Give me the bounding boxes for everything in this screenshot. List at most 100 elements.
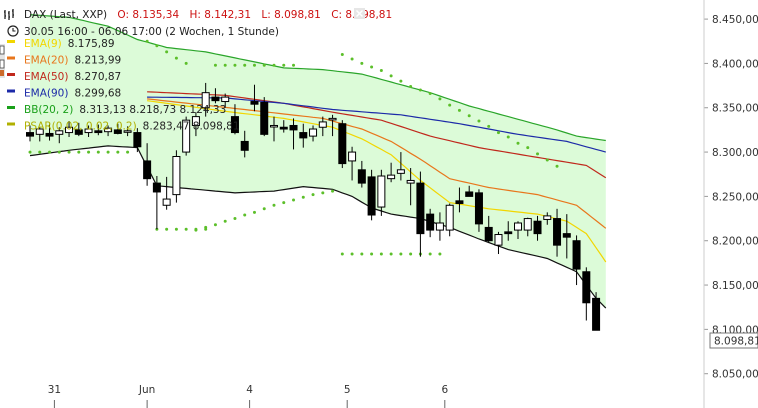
candle-body <box>211 96 220 102</box>
psar-dot <box>301 195 305 199</box>
candle <box>533 215 542 241</box>
candle-body <box>74 129 83 135</box>
candle <box>123 126 132 137</box>
candle <box>309 125 318 142</box>
candle-body <box>426 213 435 231</box>
psar-dot <box>272 203 276 207</box>
candle-body <box>84 128 93 134</box>
x-tick-label: 6 <box>441 384 448 396</box>
x-tick-label: 31 <box>48 384 61 396</box>
candle-body <box>172 156 181 196</box>
psar-dot <box>77 150 81 154</box>
y-tick-label: 8.050,00 <box>712 369 758 381</box>
legend-text: PSAR(0.02, 0.02, 0.2) 8.283,47 8.098,81 <box>24 121 240 133</box>
psar-dot <box>311 193 315 197</box>
candle-body <box>377 175 386 208</box>
candle-body <box>250 101 259 105</box>
date-range: 30.05 16:00 - 06.06 17:00 (2 Wochen, 1 S… <box>24 26 279 38</box>
legend-swatch <box>7 89 15 93</box>
candle <box>230 104 239 135</box>
psar-dot <box>165 227 169 231</box>
legend-text: EMA(20) 8.213,99 <box>24 55 121 67</box>
legend-name: PSAR(0.02, 0.02, 0.2) <box>24 121 137 133</box>
clock-icon <box>7 25 19 37</box>
candle <box>514 221 522 239</box>
legend-row-psar: PSAR(0.02, 0.02, 0.2) 8.283,47 8.098,81 <box>7 121 240 133</box>
psar-dot <box>223 63 227 67</box>
candle <box>562 214 571 259</box>
candle <box>494 231 503 255</box>
low-value: L: 8.098,81 <box>261 9 320 21</box>
left-edge-toolbar[interactable] <box>0 44 5 78</box>
candle <box>387 162 396 183</box>
candle <box>191 112 200 137</box>
psar-dot <box>292 198 296 202</box>
candle-body <box>357 169 366 184</box>
candle <box>582 267 591 321</box>
psar-dot <box>389 74 393 78</box>
legend-name: EMA(9) <box>24 38 62 50</box>
candle-body <box>445 204 454 231</box>
y-tick-label: 8.150,00 <box>712 280 758 292</box>
candle <box>279 120 288 133</box>
candle <box>221 93 230 108</box>
candle-body <box>55 130 64 135</box>
header-close-icon[interactable] <box>354 8 365 19</box>
psar-dot <box>409 84 413 88</box>
candle-body <box>45 132 54 137</box>
candle <box>357 160 366 188</box>
candle-body <box>201 92 210 109</box>
psar-dot <box>204 225 208 229</box>
candle <box>26 125 34 142</box>
legend-row-ema: EMA(20) 8.213,99 <box>7 55 121 67</box>
psar-dot <box>155 44 159 48</box>
candle-body <box>396 169 405 174</box>
candle-body <box>318 121 327 128</box>
candle <box>240 130 249 158</box>
y-axis-labels: 8.050,008.100,008.150,008.200,008.250,00… <box>712 14 758 381</box>
psar-dot <box>321 191 325 195</box>
y-tick-label: 8.250,00 <box>712 191 758 203</box>
psar-dot <box>38 150 42 154</box>
legend-text: BB(20, 2) 8.313,13 8.218,73 8.124,33 <box>24 104 226 116</box>
psar-dot <box>409 252 413 256</box>
y-tick-label: 8.350,00 <box>712 103 758 115</box>
last-price-marker[interactable]: 8.098,81 <box>709 332 758 349</box>
psar-dot <box>516 141 520 145</box>
candle <box>270 116 278 142</box>
legend-value: 8.299,68 <box>74 88 121 100</box>
legend-swatch <box>7 73 15 76</box>
open-value: O: 8.135,34 <box>117 9 179 21</box>
series-line-ema-9- <box>147 100 607 263</box>
candle <box>523 217 532 237</box>
psar-dot <box>87 150 91 154</box>
psar-dot <box>467 114 471 118</box>
y-tick-label: 8.300,00 <box>712 147 758 159</box>
candle <box>328 114 337 137</box>
candle-body <box>474 192 483 225</box>
candle <box>416 171 425 257</box>
candle <box>45 123 54 141</box>
psar-dot <box>545 158 549 162</box>
svg-text:DAX (Last, XXP) O: 8.135: DAX (Last, XXP) O: 8.135,34 H: 8.142,31 … <box>24 9 392 21</box>
legend-swatch <box>7 56 15 60</box>
candle-body <box>260 101 269 135</box>
psar-dot <box>389 252 393 256</box>
candle-body <box>543 215 552 220</box>
psar-dot <box>213 223 217 227</box>
candle-body <box>309 128 318 137</box>
candle <box>143 143 152 186</box>
legend-row-ema: EMA(90) 8.299,68 <box>7 88 121 100</box>
bars-icon[interactable] <box>3 8 17 21</box>
legend-text: EMA(9) 8.175,89 <box>24 38 115 50</box>
candle-body <box>387 174 396 180</box>
candle <box>84 125 93 137</box>
candle-body <box>221 96 230 103</box>
series-line-ema-20- <box>147 98 607 229</box>
psar-dot <box>360 252 364 256</box>
legend-name: BB(20, 2) <box>24 104 73 116</box>
psar-dot <box>262 207 266 211</box>
psar-dot <box>331 189 335 193</box>
candle <box>55 127 64 144</box>
